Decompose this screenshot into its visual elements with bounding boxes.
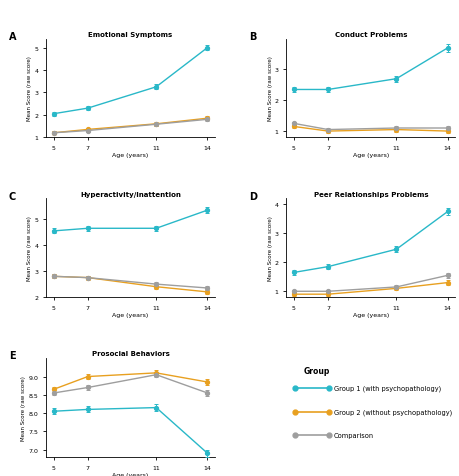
Y-axis label: Mean Score (raw score): Mean Score (raw score) [27, 56, 32, 121]
Title: Conduct Problems: Conduct Problems [334, 32, 406, 38]
Text: Group: Group [302, 367, 329, 376]
Y-axis label: Mean Score (raw score): Mean Score (raw score) [22, 376, 26, 440]
Text: C: C [9, 191, 16, 201]
Text: B: B [248, 31, 256, 41]
Title: Emotional Symptoms: Emotional Symptoms [88, 32, 172, 38]
Title: Prosocial Behaviors: Prosocial Behaviors [91, 351, 169, 357]
Text: Comparison: Comparison [333, 432, 373, 438]
Text: Group 2 (without psychopathology): Group 2 (without psychopathology) [333, 408, 451, 415]
Y-axis label: Mean Score (raw score): Mean Score (raw score) [267, 216, 272, 281]
Y-axis label: Mean Score (raw score): Mean Score (raw score) [267, 56, 272, 121]
X-axis label: Age (years): Age (years) [352, 312, 388, 317]
Title: Hyperactivity/Inattention: Hyperactivity/Inattention [80, 191, 181, 197]
Y-axis label: Mean Score (raw score): Mean Score (raw score) [27, 216, 32, 281]
X-axis label: Age (years): Age (years) [112, 153, 148, 158]
Text: Group 1 (with psychopathology): Group 1 (with psychopathology) [333, 385, 440, 391]
Text: E: E [9, 351, 15, 361]
Text: A: A [9, 31, 16, 41]
Title: Peer Relationships Problems: Peer Relationships Problems [313, 191, 427, 197]
Text: FIGURE 1: FIGURE 1 [4, 6, 34, 11]
X-axis label: Age (years): Age (years) [112, 472, 148, 476]
Text: Developmental Trajectories From Ages 5 to 14 for Group 1, Group 2, and the Compa: Developmental Trajectories From Ages 5 t… [38, 6, 420, 17]
X-axis label: Age (years): Age (years) [112, 312, 148, 317]
Text: D: D [248, 191, 257, 201]
X-axis label: Age (years): Age (years) [352, 153, 388, 158]
